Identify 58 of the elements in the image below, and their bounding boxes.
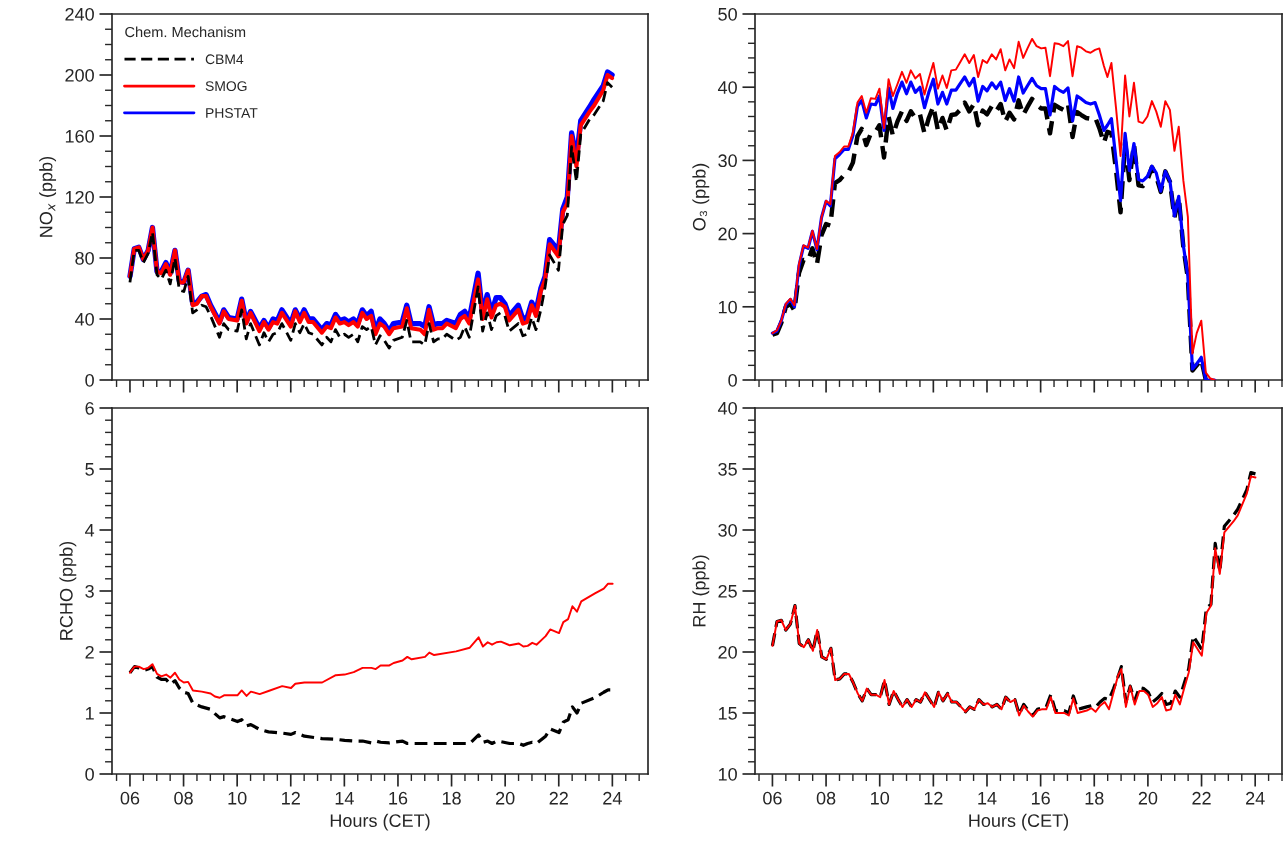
y-tick-label: 5 (85, 463, 94, 476)
x-tick-label: 16 (389, 791, 408, 805)
y-tick-label: 120 (65, 190, 94, 204)
y-tick-label: 25 (718, 584, 737, 598)
y-tick-label: 20 (718, 645, 737, 659)
legend-title: Chem. Mechanism (125, 26, 246, 38)
y-tick-label: 1 (85, 707, 94, 720)
y-tick-label: 4 (85, 524, 95, 537)
y-tick-label: 3 (85, 584, 94, 598)
x-tick-label: 20 (496, 791, 515, 805)
y-axis-title: RH (ppb) (692, 555, 710, 627)
x-tick-label: 06 (763, 791, 782, 805)
x-tick-label: 22 (549, 791, 568, 805)
y-tick-label: 0 (85, 767, 94, 781)
y-tick-label: 40 (717, 81, 737, 94)
y-tick-label: 160 (65, 129, 94, 143)
x-tick-label: 12 (282, 791, 300, 805)
x-tick-label: 24 (1246, 791, 1265, 805)
x-axis-title: Hours (CET) (969, 813, 1069, 831)
x-tick-label: 18 (442, 791, 461, 805)
y-tick-label: 15 (718, 707, 737, 720)
x-tick-label: 24 (603, 791, 622, 805)
y-tick-label: 2 (85, 645, 94, 659)
y-tick-label: 20 (718, 227, 737, 241)
legend-label: SMOG (205, 81, 247, 92)
y-tick-label: 0 (728, 373, 737, 387)
legend-label: PHSTAT (206, 108, 258, 118)
x-tick-label: 16 (1031, 791, 1050, 805)
y-tick-label: 50 (718, 7, 737, 21)
x-axis-title: Hours (CET) (330, 813, 430, 831)
x-tick-label: 18 (1085, 791, 1104, 805)
y-tick-label: 30 (718, 523, 737, 537)
x-tick-label: 10 (871, 791, 890, 805)
y-tick-label: 0 (85, 373, 94, 387)
x-tick-label: 06 (120, 791, 140, 805)
x-tick-label: 12 (924, 791, 943, 805)
y-tick-label: 40 (717, 401, 737, 415)
y-tick-label: 40 (74, 312, 94, 326)
y-axis-title: NO$_{x}$ (ppb) (39, 156, 57, 237)
x-tick-label: 14 (978, 792, 997, 805)
x-tick-label: 08 (174, 791, 193, 805)
x-tick-label: 20 (1138, 791, 1158, 805)
x-tick-label: 10 (228, 791, 247, 805)
x-tick-label: 22 (1192, 791, 1211, 805)
x-tick-label: 08 (816, 791, 836, 805)
x-tick-label: 14 (335, 792, 354, 805)
y-tick-label: 6 (85, 401, 94, 415)
y-tick-label: 30 (718, 154, 737, 168)
legend-label: CBM4 (205, 54, 244, 65)
y-tick-label: 10 (718, 767, 737, 781)
y-tick-label: 80 (75, 251, 94, 265)
line-series (128, 582, 614, 699)
y-tick-label: 10 (718, 300, 737, 314)
y-tick-label: 200 (65, 68, 94, 82)
y-axis-title: RCHO (ppb) (59, 541, 77, 640)
y-tick-label: 35 (718, 462, 737, 476)
y-tick-label: 240 (65, 7, 94, 21)
y-axis-title: O₃ (ppb) (692, 163, 710, 231)
